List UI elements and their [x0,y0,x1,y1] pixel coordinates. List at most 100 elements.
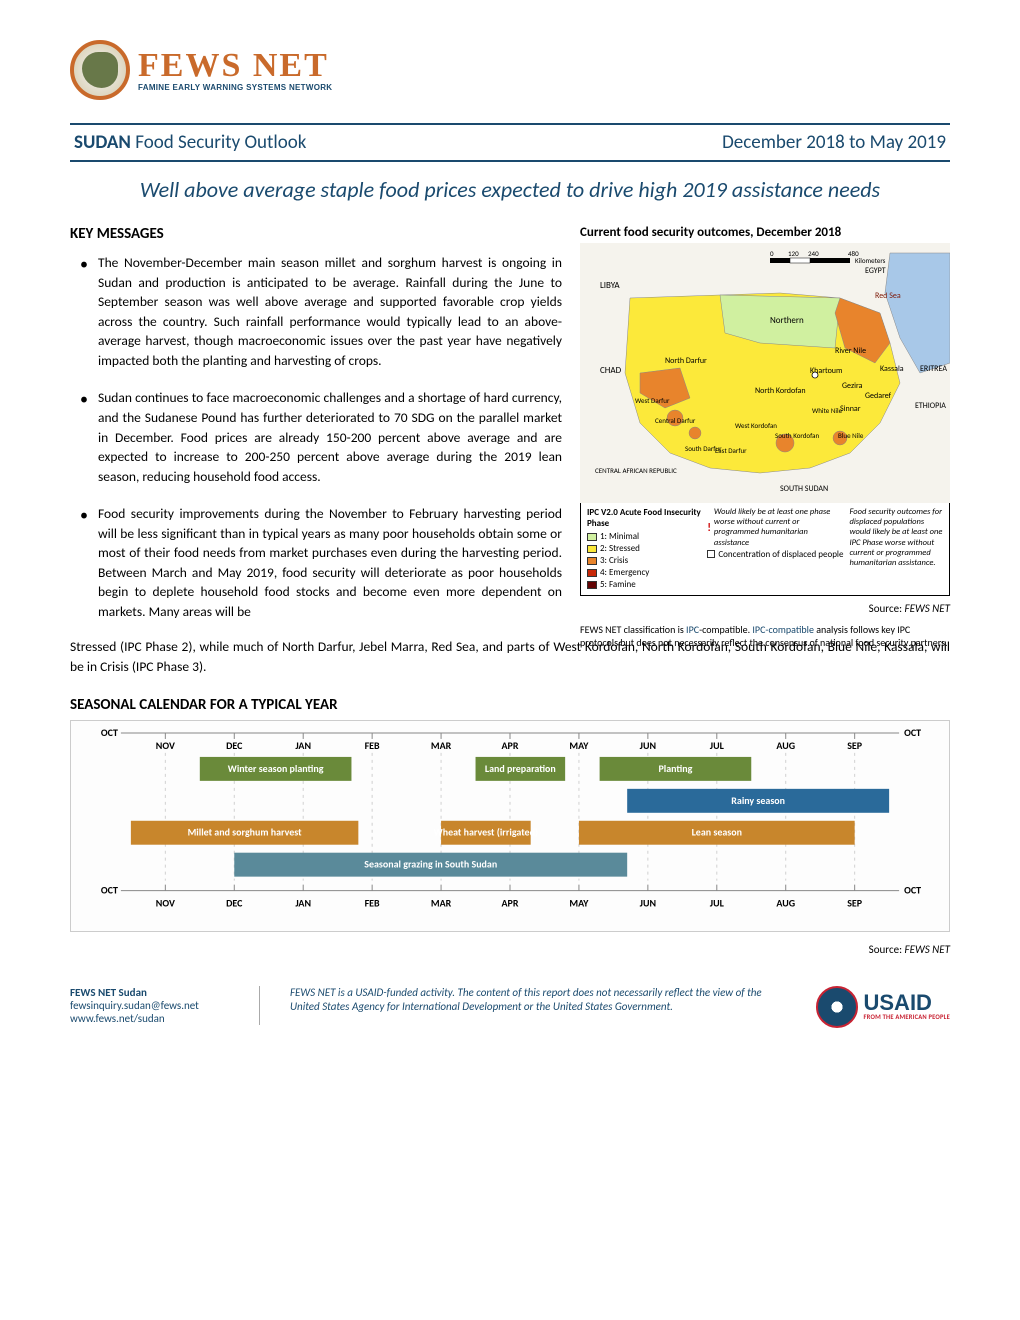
svg-text:Millet and sorghum harvest: Millet and sorghum harvest [188,827,303,839]
svg-text:Blue Nile: Blue Nile [838,431,864,440]
map-container: 0 120 240 480 Kilometers LIBYA EGYPT CHA… [580,243,950,503]
svg-text:NOV: NOV [156,898,175,910]
key-message: Food security improvements during the No… [70,504,562,621]
footer-url: www.fews.net/sudan [70,1012,249,1025]
globe-icon [70,40,130,100]
svg-text:APR: APR [502,740,519,752]
legend-phase: 1: Minimal [587,531,701,542]
legend-note: Would likely be at least one phase worse… [714,507,844,548]
svg-text:NOV: NOV [156,740,175,752]
usaid-logo: USAID FROM THE AMERICAN PEOPLE [816,986,951,1028]
logo-title: FEWS NET [138,49,332,83]
key-messages-col: KEY MESSAGES The November-December main … [70,225,562,649]
svg-text:DEC: DEC [226,898,243,910]
logo-row: FEWS NET FAMINE EARLY WARNING SYSTEMS NE… [70,40,950,105]
svg-text:Gedaref: Gedaref [865,391,892,401]
sudan-map: 0 120 240 480 Kilometers LIBYA EGYPT CHA… [580,243,950,503]
legend-phase: 2: Stressed [587,543,701,554]
legend-right-note: Food security outcomes for displaced pop… [849,507,943,591]
svg-text:River Nile: River Nile [835,346,866,356]
svg-text:120: 120 [788,249,799,258]
svg-text:SEP: SEP [847,740,863,752]
svg-text:West Darfur: West Darfur [635,396,670,405]
legend-phase: 4: Emergency [587,567,701,578]
key-messages-list: The November-December main season millet… [70,253,562,622]
svg-text:MAY: MAY [569,740,589,752]
svg-text:CHAD: CHAD [600,365,622,376]
svg-text:Seasonal grazing in South Suda: Seasonal grazing in South Sudan [364,859,497,871]
svg-text:JUL: JUL [710,898,725,910]
legend-phase: 3: Crisis [587,555,701,566]
svg-text:FEB: FEB [365,898,380,910]
report-type: Food Security Outlook [135,131,306,154]
svg-text:East Darfur: East Darfur [715,446,747,455]
map-source: Source: FEWS NET [580,602,950,615]
svg-text:AUG: AUG [776,898,795,910]
svg-text:FEB: FEB [365,740,380,752]
svg-text:OCT: OCT [101,727,118,739]
usaid-seal-icon [816,986,858,1028]
svg-text:West Kordofan: West Kordofan [735,421,777,430]
title-bar: SUDAN Food Security Outlook December 201… [70,123,950,162]
key-messages-heading: KEY MESSAGES [70,225,562,243]
svg-text:Central Darfur: Central Darfur [655,416,696,425]
svg-text:Northern: Northern [770,315,804,326]
svg-text:MAR: MAR [431,898,452,910]
svg-text:Kassala: Kassala [880,364,904,374]
svg-text:JUL: JUL [710,740,725,752]
svg-text:APR: APR [502,898,519,910]
svg-text:Wheat harvest (irrigated): Wheat harvest (irrigated) [434,827,538,839]
svg-text:MAY: MAY [569,898,589,910]
seasonal-calendar: OCTOCTOCTOCTNOVNOVDECDECJANJANFEBFEBMARM… [70,720,950,932]
svg-text:ERITREA: ERITREA [920,364,947,374]
svg-text:AUG: AUG [776,740,795,752]
legend-note: Concentration of displaced people [718,549,843,560]
svg-text:EGYPT: EGYPT [865,266,886,276]
continuation-para: Stressed (IPC Phase 2), while much of No… [70,637,950,676]
key-message: Sudan continues to face macroeconomic ch… [70,388,562,486]
svg-text:LIBYA: LIBYA [600,280,620,291]
svg-text:Red Sea: Red Sea [875,291,901,301]
svg-text:North Kordofan: North Kordofan [755,386,806,396]
footer-disclaimer: FEWS NET is a USAID-funded activity. The… [290,986,770,1016]
svg-text:CENTRAL AFRICAN REPUBLIC: CENTRAL AFRICAN REPUBLIC [595,466,677,475]
svg-text:SEP: SEP [847,898,863,910]
map-col: Current food security outcomes, December… [580,225,950,649]
svg-text:JUN: JUN [640,898,656,910]
subtitle: Well above average staple food prices ex… [70,162,950,225]
svg-text:Kilometers: Kilometers [855,256,886,265]
svg-text:JUN: JUN [640,740,656,752]
footer-contact: FEWS NET Sudan fewsinquiry.sudan@fews.ne… [70,986,260,1025]
svg-text:North Darfur: North Darfur [665,356,707,366]
title-left: SUDAN Food Security Outlook [74,131,306,154]
map-legend: IPC V2.0 Acute Food Insecurity Phase 1: … [580,502,950,596]
footer: FEWS NET Sudan fewsinquiry.sudan@fews.ne… [70,986,950,1031]
svg-text:SOUTH SUDAN: SOUTH SUDAN [780,484,828,494]
svg-text:Lean season: Lean season [692,827,742,839]
date-range: December 2018 to May 2019 [722,131,946,154]
fews-logo: FEWS NET FAMINE EARLY WARNING SYSTEMS NE… [70,40,332,100]
key-message: The November-December main season millet… [70,253,562,370]
content-row: KEY MESSAGES The November-December main … [70,225,950,649]
legend-phase: 5: Famine [587,579,701,590]
svg-text:240: 240 [808,249,819,258]
svg-text:OCT: OCT [904,885,921,897]
svg-text:0: 0 [770,249,774,258]
calendar-source: Source: FEWS NET [70,943,950,956]
svg-text:OCT: OCT [101,885,118,897]
footer-email: fewsinquiry.sudan@fews.net [70,999,249,1012]
svg-text:Land preparation: Land preparation [485,763,556,775]
footer-usaid: USAID FROM THE AMERICAN PEOPLE [800,986,950,1031]
country-name: SUDAN [74,131,131,154]
svg-text:Winter season planting: Winter season planting [228,763,324,775]
footer-org: FEWS NET Sudan [70,986,249,999]
svg-text:JAN: JAN [295,898,311,910]
logo-subtitle: FAMINE EARLY WARNING SYSTEMS NETWORK [138,83,332,92]
svg-text:Sinnar: Sinnar [840,404,861,414]
svg-text:White Nile: White Nile [812,406,843,415]
svg-text:MAR: MAR [431,740,452,752]
svg-text:DEC: DEC [226,740,243,752]
svg-text:Planting: Planting [659,763,693,775]
seasonal-heading: SEASONAL CALENDAR FOR A TYPICAL YEAR [70,696,950,714]
svg-text:Gezira: Gezira [842,381,863,391]
